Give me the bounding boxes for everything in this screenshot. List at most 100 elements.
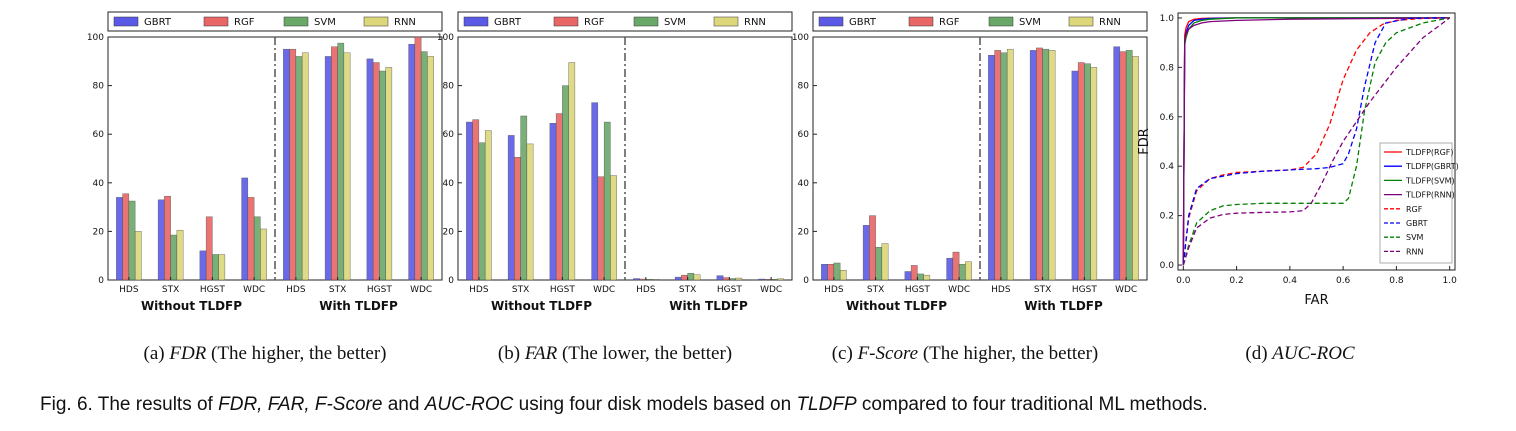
caption-c-note: (The higher, the better) — [922, 343, 1099, 364]
fdr-bar-svm — [170, 234, 178, 281]
roc-line-gbrt — [1182, 17, 1450, 266]
fdr-bar-gbrt — [324, 56, 332, 281]
caption-b: (b) FAR (The lower, the better) — [450, 343, 780, 365]
far-bar-rgf — [681, 274, 688, 281]
roc-legend-label: GBRT — [1406, 219, 1428, 228]
fdr-legend: GBRT RGF SVM RNN — [107, 11, 443, 32]
fscore-xtick-label: WDC — [1115, 285, 1137, 295]
roc-ylabel: FDR — [1137, 128, 1152, 155]
fscore-legend-swatch-rnn — [1068, 16, 1094, 27]
figure-caption-middle: using four disk models based on — [513, 394, 797, 415]
fdr-xtick-label: WDC — [410, 285, 432, 295]
fscore-bar-gbrt — [862, 225, 870, 281]
panel-fdr: GBRT RGF SVM RNN 0 20 40 60 80 100 HDS STX HGST WDC HD… — [70, 0, 450, 335]
far-bar-rnn — [777, 278, 784, 281]
fscore-bar-gbrt — [1071, 70, 1079, 281]
figure-caption-auc: AUC-ROC — [424, 394, 514, 415]
far-bar-gbrt — [758, 278, 766, 281]
fscore-bar-rnn — [1006, 48, 1014, 281]
roc-ytick-label: 0.8 — [1160, 63, 1175, 73]
far-ytick-label: 60 — [443, 130, 455, 140]
fdr-ytick-label: 40 — [93, 179, 105, 189]
fscore-bar-gbrt — [946, 257, 954, 281]
far-bar-gbrt — [633, 278, 640, 281]
roc-xtick-label: 0.2 — [1229, 276, 1243, 286]
fscore-legend-label-svm: SVM — [1019, 17, 1041, 28]
panel-far: GBRT RGF SVM RNN 0 20 40 60 80 100 HDS STX HGST WDC HD… — [420, 0, 800, 335]
fdr-xtick-label: WDC — [243, 285, 265, 295]
fscore-bar-rnn — [1132, 56, 1139, 281]
far-bar-rgf — [514, 157, 521, 281]
fscore-bar-rnn — [1090, 67, 1098, 281]
roc-line-rnn — [1182, 17, 1451, 266]
far-xtick-label: HGST — [717, 285, 742, 295]
fdr-legend-label-gbrt: GBRT — [144, 17, 172, 28]
fdr-bar-rnn — [176, 229, 184, 281]
far-legend-label-gbrt: GBRT — [494, 17, 522, 28]
caption-d-letter: (d) — [1245, 343, 1268, 364]
roc-legend-label: RNN — [1406, 247, 1424, 256]
far-ytick-label: 40 — [443, 179, 455, 189]
fscore-bar-rnn — [923, 274, 931, 281]
roc-line-svm — [1182, 17, 1450, 266]
fdr-ytick-label: 0 — [98, 276, 104, 286]
fdr-bar-rnn — [260, 228, 267, 281]
fscore-ytick-label: 20 — [798, 227, 810, 237]
far-bar-gbrt — [674, 276, 682, 281]
fscore-bar-svm — [1000, 52, 1008, 281]
far-legend-label-rnn: RNN — [744, 17, 766, 28]
fdr-bar-gbrt — [157, 199, 165, 281]
figure-caption-metrics: FDR, FAR, F-Score — [218, 394, 383, 415]
fdr-bar-rgf — [289, 48, 297, 281]
far-xtick-label: STX — [679, 285, 696, 295]
fdr-xtick-label: HDS — [119, 285, 139, 295]
far-bar-rgf — [472, 119, 480, 281]
roc-legend-box — [1379, 142, 1453, 264]
fscore-legend: GBRT RGF SVM RNN — [812, 11, 1148, 32]
far-bar-svm — [520, 115, 528, 281]
fscore-bar-gbrt — [1113, 46, 1121, 281]
fscore-legend-swatch-rgf — [908, 16, 934, 27]
fdr-bar-rgf — [164, 195, 171, 281]
fscore-bar-svm — [958, 264, 966, 281]
roc-legend: TLDFP(RGF) TLDFP(GBRT) TLDFP(SVM) TLDFP(RNN… — [1379, 142, 1459, 264]
far-xtick-label: STX — [512, 285, 529, 295]
caption-a-note: (The higher, the better) — [211, 343, 387, 364]
far-legend-swatch-gbrt — [463, 16, 489, 27]
far-bar-svm — [687, 272, 695, 281]
figure-caption-method: TLDFP — [796, 394, 857, 415]
fdr-legend-box — [107, 11, 443, 32]
fscore-bar-svm — [1042, 48, 1050, 281]
caption-b-note: (The lower, the better) — [561, 343, 733, 364]
fscore-bar-svm — [1084, 63, 1091, 281]
far-bar-svm — [645, 279, 653, 281]
fdr-bar-rnn — [134, 231, 142, 281]
fscore-bar-rgf — [1036, 47, 1043, 281]
fscore-bar-rgf — [1119, 51, 1127, 281]
fscore-group-label-with: With TLDFP — [1024, 299, 1103, 313]
caption-c: (c) F-Score (The higher, the better) — [795, 343, 1135, 365]
far-legend-label-rgf: RGF — [584, 17, 605, 28]
far-ytick-label: 20 — [443, 227, 455, 237]
fscore-bar-rgf — [1077, 62, 1085, 281]
fscore-legend-swatch-svm — [988, 16, 1014, 27]
fdr-legend-swatch-rnn — [363, 16, 389, 27]
roc-xtick-label: 0.6 — [1336, 276, 1351, 286]
figure-caption-suffix: compared to four traditional ML methods. — [856, 394, 1208, 415]
far-group-label-without: Without TLDFP — [491, 299, 592, 313]
fscore-bar-rnn — [881, 243, 889, 281]
fscore-legend-box — [812, 11, 1148, 32]
fscore-bar-rgf — [952, 251, 960, 281]
fscore-xtick-label: HGST — [1072, 285, 1097, 295]
fscore-legend-label-rnn: RNN — [1099, 17, 1121, 28]
fdr-bar-gbrt — [366, 58, 374, 281]
fscore-xtick-label: STX — [1034, 285, 1051, 295]
fdr-bar-gbrt — [199, 250, 207, 281]
far-ytick-label: 0 — [448, 276, 454, 286]
fscore-legend-label-rgf: RGF — [939, 17, 960, 28]
fscore-legend-swatch-gbrt — [818, 16, 844, 27]
far-legend-swatch-rnn — [713, 16, 739, 27]
far-bar-svm — [478, 142, 486, 281]
fscore-bar-rnn — [1048, 50, 1056, 281]
fdr-xtick-label: HGST — [367, 285, 392, 295]
